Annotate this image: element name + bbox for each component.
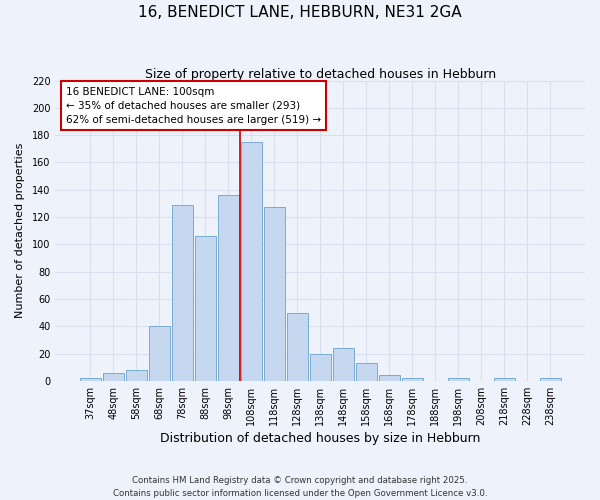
Bar — [194, 236, 216, 381]
Bar — [80, 378, 101, 381]
Bar — [540, 378, 561, 381]
Bar — [149, 326, 170, 381]
X-axis label: Distribution of detached houses by size in Hebburn: Distribution of detached houses by size … — [160, 432, 481, 445]
Bar — [379, 376, 400, 381]
Bar — [356, 363, 377, 381]
Bar — [448, 378, 469, 381]
Bar — [332, 348, 354, 381]
Text: 16 BENEDICT LANE: 100sqm
← 35% of detached houses are smaller (293)
62% of semi-: 16 BENEDICT LANE: 100sqm ← 35% of detach… — [66, 86, 321, 124]
Bar — [125, 370, 146, 381]
Text: Contains HM Land Registry data © Crown copyright and database right 2025.
Contai: Contains HM Land Registry data © Crown c… — [113, 476, 487, 498]
Bar — [310, 354, 331, 381]
Bar — [494, 378, 515, 381]
Y-axis label: Number of detached properties: Number of detached properties — [15, 143, 25, 318]
Title: Size of property relative to detached houses in Hebburn: Size of property relative to detached ho… — [145, 68, 496, 80]
Bar — [287, 312, 308, 381]
Bar — [172, 204, 193, 381]
Bar — [103, 372, 124, 381]
Bar — [263, 208, 285, 381]
Text: 16, BENEDICT LANE, HEBBURN, NE31 2GA: 16, BENEDICT LANE, HEBBURN, NE31 2GA — [138, 5, 462, 20]
Bar — [401, 378, 423, 381]
Bar — [241, 142, 262, 381]
Bar — [218, 195, 239, 381]
